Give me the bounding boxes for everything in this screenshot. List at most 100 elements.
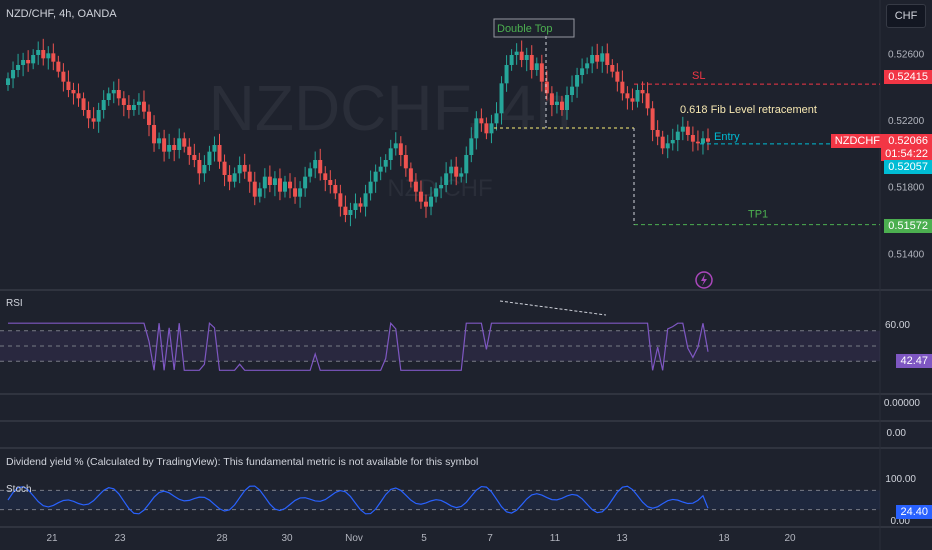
candle-body: [605, 53, 610, 65]
candle-body: [252, 181, 257, 197]
candle-body: [363, 193, 368, 207]
candle: [680, 116, 685, 141]
candle-body: [559, 101, 564, 110]
candle: [61, 63, 66, 92]
stoch-line: [7, 485, 709, 515]
price-tick-label: 0.51800: [888, 183, 925, 194]
candle-body: [338, 193, 343, 207]
candle: [308, 162, 313, 183]
candle: [675, 124, 680, 152]
candle-body: [247, 171, 252, 182]
candle: [288, 173, 293, 199]
candle: [6, 72, 10, 91]
candle-body: [564, 95, 569, 110]
double-top-box: [493, 18, 575, 38]
candle: [222, 154, 227, 187]
candle-body: [282, 181, 287, 192]
candle-body: [499, 83, 504, 114]
candle-body: [429, 196, 434, 207]
candle: [549, 86, 554, 117]
candle-body: [197, 160, 202, 174]
candle-body: [66, 81, 71, 90]
candle: [21, 52, 26, 77]
candle: [197, 152, 202, 185]
candle: [257, 182, 262, 203]
time-tick-label: 18: [718, 533, 730, 544]
candle: [172, 137, 177, 162]
candle: [207, 145, 212, 171]
time-tick-label: 13: [616, 533, 628, 544]
tp1-price-tag: 0.51572: [884, 219, 932, 233]
last-price-tag: 0.52066: [884, 134, 932, 148]
candle-body: [444, 173, 449, 185]
candle: [645, 82, 650, 116]
candle: [66, 70, 71, 98]
candle-body: [378, 166, 383, 172]
candle-body: [272, 178, 277, 185]
candle: [434, 182, 439, 203]
candle: [353, 193, 358, 219]
candle: [464, 146, 469, 184]
candle: [429, 186, 434, 216]
price-tick-label: 0.52600: [888, 49, 925, 60]
candle: [564, 86, 569, 120]
candle: [514, 43, 519, 65]
candle: [509, 49, 514, 71]
candle: [524, 47, 529, 72]
candle: [585, 57, 590, 75]
candle-body: [298, 188, 303, 197]
lightning-glyph: [701, 274, 707, 286]
candle: [131, 99, 136, 116]
stoch-tick-0: 0.00: [890, 516, 910, 527]
candle-body: [509, 55, 514, 65]
candle-body: [368, 181, 373, 194]
candle: [544, 70, 549, 101]
currency-button[interactable]: CHF: [886, 4, 926, 28]
pane1-value: 0.00000: [883, 398, 920, 409]
candle: [408, 162, 413, 188]
candle: [670, 128, 675, 151]
countdown-tag: 01:54:22: [881, 147, 932, 161]
candle: [378, 156, 383, 181]
symbol-tag: NZDCHF: [830, 134, 884, 148]
candle: [388, 139, 393, 170]
candle: [383, 154, 388, 173]
candle-body: [121, 98, 126, 105]
candle: [469, 127, 474, 163]
rsi-line: [8, 321, 709, 371]
candle: [685, 120, 690, 141]
candle: [413, 173, 418, 202]
candle: [41, 38, 46, 66]
candle-body: [418, 191, 423, 202]
candle: [373, 164, 378, 193]
candle-body: [267, 176, 272, 185]
time-tick-label: 5: [421, 533, 427, 544]
rsi-divergence-line: [499, 300, 607, 316]
rsi-tick-60: 60.00: [884, 320, 910, 331]
candle-body: [51, 53, 56, 62]
candle-body: [685, 126, 690, 135]
candle-body: [11, 70, 16, 79]
candle-body: [670, 140, 675, 144]
candle-body: [318, 160, 323, 174]
candle: [116, 78, 121, 106]
candle-body: [217, 145, 222, 162]
candle-body: [257, 188, 262, 197]
tp1-label: TP1: [748, 209, 768, 221]
candle: [152, 115, 157, 152]
candle: [81, 92, 86, 116]
candle-body: [398, 143, 403, 155]
candle-body: [106, 93, 111, 100]
candle: [580, 58, 585, 84]
candle: [358, 197, 363, 213]
candle-body: [202, 165, 207, 174]
candle: [600, 46, 605, 73]
candle: [111, 81, 116, 104]
candle: [534, 57, 539, 76]
candle-body: [308, 168, 313, 177]
candle: [247, 164, 252, 193]
candle-body: [519, 51, 524, 60]
candle-body: [348, 210, 353, 215]
candle-body: [343, 206, 348, 215]
